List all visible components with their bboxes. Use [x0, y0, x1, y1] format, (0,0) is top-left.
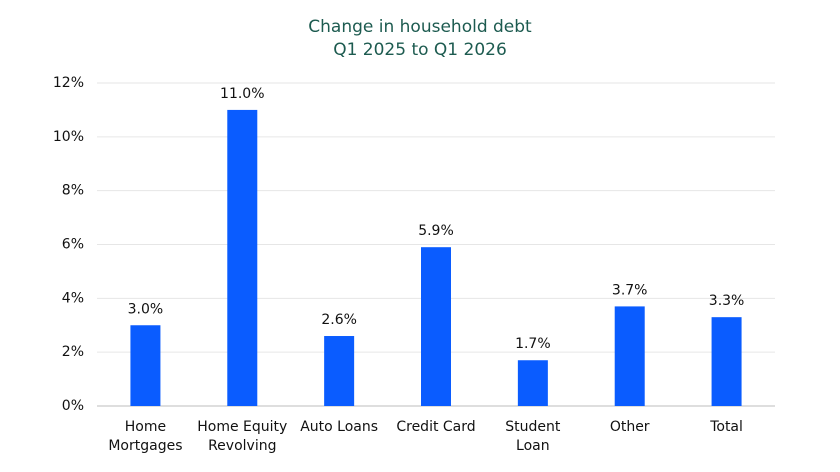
y-tick-label: 4%: [62, 290, 84, 306]
y-tick-label: 6%: [62, 237, 84, 253]
y-tick-label: 0%: [62, 398, 84, 414]
x-tick-label: Home Mortgages: [108, 419, 183, 454]
y-tick-label: 10%: [53, 129, 84, 145]
data-label: 1.7%: [515, 336, 551, 352]
x-tick-label: Student Loan: [505, 419, 561, 454]
x-tick-label: Other: [609, 419, 650, 435]
x-tick-label: Home Equity Revolving: [197, 419, 288, 454]
bar: [227, 109, 258, 407]
data-label: 3.0%: [128, 301, 164, 317]
data-label: 5.9%: [418, 223, 454, 239]
chart-title: Change in household debt: [308, 17, 532, 37]
y-tick-label: 2%: [62, 344, 84, 360]
bar: [324, 336, 355, 406]
bar: [130, 325, 161, 406]
bar: [421, 247, 451, 406]
chart-subtitle: Q1 2025 to Q1 2026: [333, 40, 507, 60]
y-tick-label: 8%: [62, 183, 84, 199]
x-tick-label: Total: [710, 419, 743, 435]
data-label: 3.3%: [709, 293, 745, 309]
x-tick-label: Auto Loans: [300, 419, 379, 435]
x-tick-label: Credit Card: [396, 419, 476, 435]
bar: [711, 317, 742, 406]
data-label: 3.7%: [612, 282, 648, 298]
bar: [614, 306, 645, 406]
data-label: 2.6%: [321, 312, 357, 328]
y-tick-label: 12%: [53, 75, 84, 91]
bar: [517, 360, 548, 406]
data-label: 11.0%: [220, 86, 264, 102]
